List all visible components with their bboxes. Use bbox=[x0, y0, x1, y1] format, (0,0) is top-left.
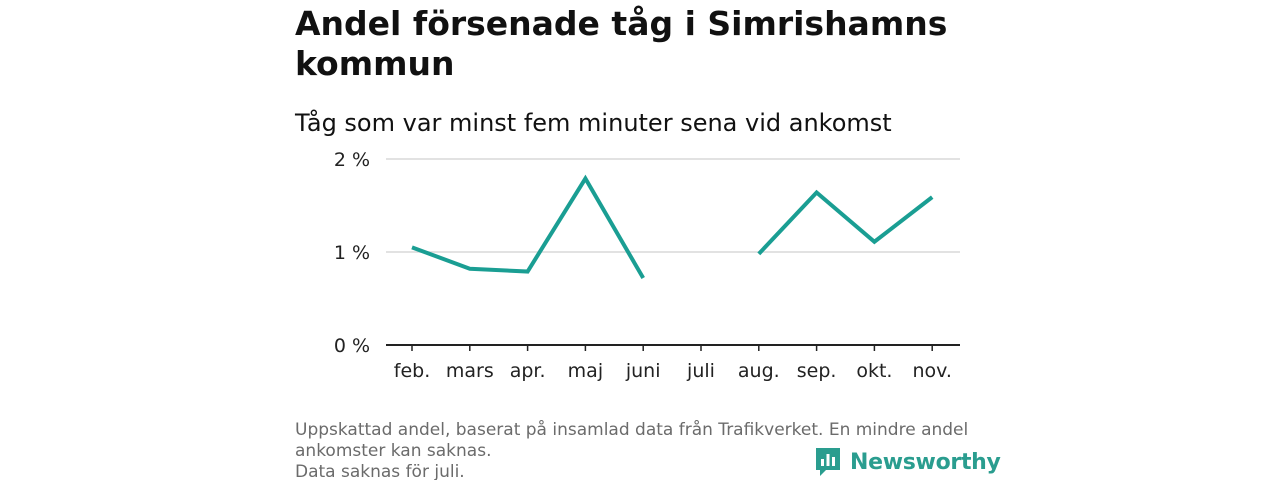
x-tick-label: apr. bbox=[510, 360, 546, 382]
data-point bbox=[930, 195, 934, 199]
chart-title: Andel försenade tåg i Simrishamns kommun bbox=[295, 4, 948, 83]
data-point bbox=[641, 276, 645, 280]
series-lines bbox=[410, 174, 934, 280]
footnote: Uppskattad andel, baserat på insamlad da… bbox=[295, 420, 995, 480]
x-tick-label: feb. bbox=[394, 360, 430, 382]
brand-logo: Newsworthy bbox=[814, 446, 1001, 478]
y-tick-label: 1 % bbox=[334, 242, 370, 264]
data-point bbox=[526, 270, 530, 274]
chart-subtitle: Tåg som var minst fem minuter sena vid a… bbox=[295, 109, 892, 137]
data-point bbox=[468, 267, 472, 271]
footnote-line-1: Uppskattad andel, baserat på insamlad da… bbox=[295, 420, 969, 440]
series-line-segment bbox=[411, 174, 645, 280]
x-tick-label: maj bbox=[568, 360, 603, 382]
y-tick-label: 0 % bbox=[334, 335, 370, 357]
x-tick-label: mars bbox=[446, 360, 494, 382]
data-point bbox=[757, 252, 761, 256]
x-tick-label: aug. bbox=[738, 360, 780, 382]
footnote-line-3: Data saknas för juli. bbox=[295, 462, 465, 480]
data-point bbox=[410, 245, 414, 249]
x-tick-label: juni bbox=[625, 360, 661, 382]
series-line-segment bbox=[757, 189, 934, 256]
data-point bbox=[872, 240, 876, 244]
footnote-line-2: ankomster kan saknas. bbox=[295, 441, 492, 461]
x-axis-ticks: feb. mars apr. maj juni juli aug. sep. okt. nov. bbox=[394, 345, 952, 382]
x-tick-label: juli bbox=[686, 360, 715, 382]
y-tick-label: 2 % bbox=[334, 149, 370, 171]
data-point bbox=[815, 190, 819, 194]
y-axis-ticks: 0 % 1 % 2 % bbox=[334, 149, 370, 357]
newsworthy-logo-icon bbox=[816, 448, 840, 476]
line-chart: 0 % 1 % 2 % feb. mars apr. maj juni juli aug. sep… bbox=[334, 149, 960, 382]
x-tick-label: nov. bbox=[912, 360, 951, 382]
brand-name: Newsworthy bbox=[850, 449, 1001, 475]
x-tick-label: okt. bbox=[856, 360, 892, 382]
gridlines bbox=[386, 158, 960, 253]
x-tick-label: sep. bbox=[797, 360, 837, 382]
data-point bbox=[583, 177, 587, 181]
